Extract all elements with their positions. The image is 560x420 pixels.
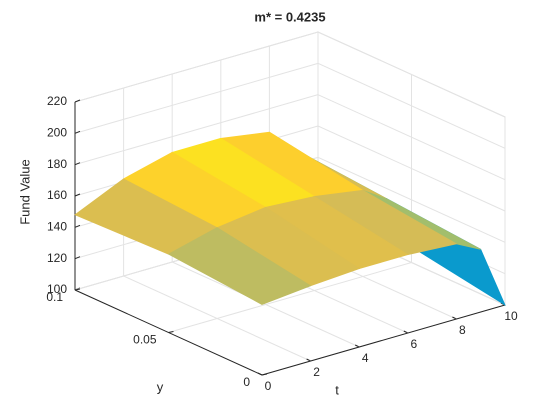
y-axis-label: y — [157, 379, 164, 394]
z-tick — [74, 99, 81, 103]
z-tick-label: 160 — [47, 188, 67, 202]
chart-title: m* = 0.4235 — [254, 9, 325, 24]
x-tick-label: 4 — [362, 351, 369, 365]
axis-line — [74, 289, 263, 376]
grid-line — [74, 62, 319, 134]
x-tick-label: 6 — [410, 337, 417, 351]
grid-line — [168, 262, 412, 333]
z-tick-label: 140 — [47, 220, 67, 234]
z-tick — [74, 193, 81, 197]
x-tick — [452, 316, 457, 320]
x-tick-label: 10 — [504, 309, 518, 323]
axis-line — [261, 304, 506, 376]
z-tick-label: 220 — [47, 94, 67, 108]
x-tick — [354, 344, 360, 348]
z-axis-label: Fund Value — [17, 159, 32, 225]
x-tick — [306, 358, 311, 362]
z-tick — [74, 256, 81, 260]
z-tick-label: 120 — [47, 251, 67, 265]
z-tick — [74, 224, 81, 228]
x-tick-label: 8 — [459, 323, 466, 337]
grid-line — [74, 31, 319, 103]
x-tick-label: 0 — [265, 379, 272, 393]
surface-patch — [167, 227, 312, 305]
z-tick-label: 100 — [47, 282, 67, 296]
z-tick-label: 180 — [47, 157, 67, 171]
x-tick — [403, 330, 409, 334]
y-tick-label: 0.05 — [133, 333, 157, 347]
x-axis-label: t — [335, 382, 339, 397]
x-tick-label: 2 — [313, 365, 320, 379]
z-tick-label: 200 — [47, 126, 67, 140]
y-tick-label: 0 — [243, 375, 250, 389]
z-tick — [74, 130, 81, 134]
z-tick — [74, 162, 81, 166]
y-tick-label: 0.1 — [46, 290, 63, 304]
grid-line — [74, 94, 319, 166]
